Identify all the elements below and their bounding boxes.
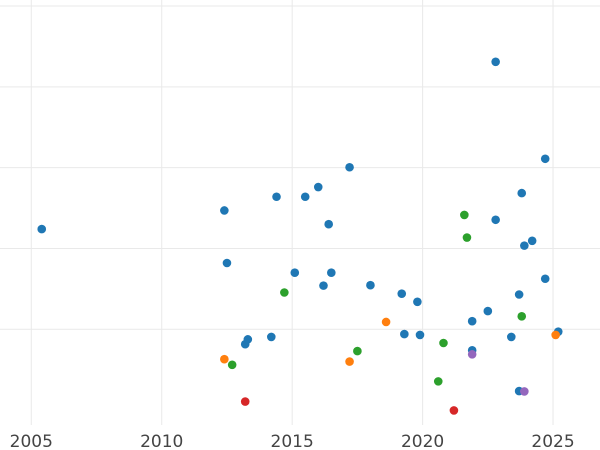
data-point [345,162,354,172]
data-point [433,377,443,386]
data-point [313,182,323,192]
data-point [483,306,493,316]
data-point [272,192,281,202]
x-tick-label: 2025 [531,432,574,450]
data-point [400,329,409,339]
data-point [397,289,407,299]
x-tick-label: 2020 [401,432,444,450]
data-point [540,154,550,164]
data-point [491,215,500,225]
data-point [345,357,354,366]
data-point [540,274,550,284]
data-point [520,387,529,396]
data-point [517,312,527,321]
data-point [243,335,253,344]
x-axis-ticks: 2005 2010 2015 2020 2025 [10,432,575,450]
data-point [227,360,237,370]
data-point [267,332,276,342]
data-point [413,297,422,307]
data-point [381,317,391,327]
data-point [491,57,500,67]
grid-layer [0,0,600,425]
data-point [467,350,477,359]
points-layer [37,57,563,415]
data-point [280,288,289,297]
data-point [551,330,560,340]
data-point [462,233,472,242]
x-tick-label: 2015 [271,432,314,450]
data-point [527,236,537,246]
data-point [300,192,310,202]
data-point [327,268,336,277]
data-point [220,206,229,215]
data-point [324,219,333,229]
data-point [467,316,477,326]
data-point [460,210,469,220]
data-point [514,290,524,299]
data-point [290,268,300,277]
data-point [220,354,229,364]
data-point [319,281,328,290]
x-tick-label: 2010 [140,432,183,450]
data-point [520,241,529,250]
data-point [222,258,232,268]
data-point [415,330,425,340]
data-point [449,406,459,415]
data-point [37,224,47,234]
data-point [366,280,375,290]
x-tick-label: 2005 [10,432,53,450]
data-point [439,338,448,348]
data-point [517,188,527,198]
data-point [507,332,516,342]
data-point [240,397,250,406]
data-point [353,346,362,356]
